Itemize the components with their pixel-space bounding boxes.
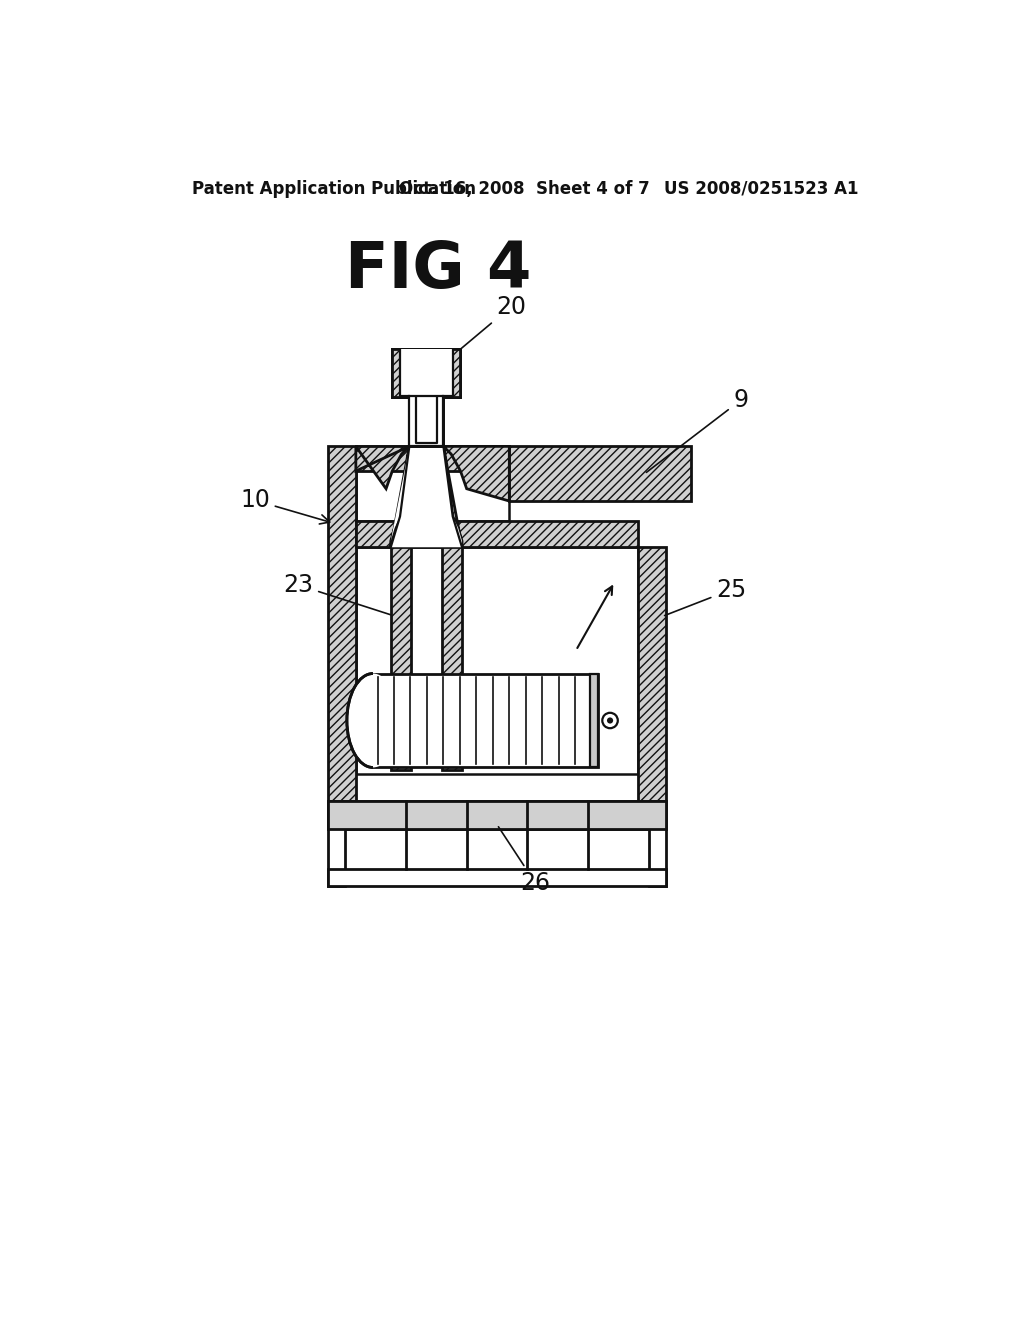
Bar: [410, 396, 443, 446]
Bar: [509, 446, 690, 502]
Polygon shape: [356, 446, 410, 548]
Polygon shape: [392, 396, 461, 397]
Polygon shape: [391, 446, 462, 548]
Text: FIG 4: FIG 4: [345, 239, 531, 301]
Ellipse shape: [347, 673, 399, 767]
Text: 25: 25: [665, 578, 746, 615]
Bar: [400, 350, 453, 397]
Circle shape: [602, 713, 617, 729]
Text: US 2008/0251523 A1: US 2008/0251523 A1: [664, 180, 858, 198]
Text: 9: 9: [646, 388, 749, 473]
Text: 23: 23: [284, 573, 391, 615]
Bar: [590, 673, 598, 767]
Bar: [328, 801, 666, 829]
Text: 20: 20: [444, 294, 526, 363]
Bar: [373, 673, 598, 767]
Bar: [328, 446, 356, 801]
Bar: [391, 548, 411, 770]
Bar: [638, 548, 666, 801]
Text: Patent Application Publication: Patent Application Publication: [191, 180, 475, 198]
Bar: [328, 801, 662, 829]
Text: 26: 26: [499, 826, 550, 895]
Polygon shape: [392, 396, 461, 397]
Text: Oct. 16, 2008  Sheet 4 of 7: Oct. 16, 2008 Sheet 4 of 7: [399, 180, 650, 198]
Bar: [356, 521, 638, 548]
Bar: [392, 350, 461, 397]
Bar: [356, 548, 638, 774]
Bar: [410, 397, 443, 446]
Bar: [392, 350, 461, 397]
Bar: [442, 548, 462, 770]
Bar: [356, 446, 509, 521]
Bar: [410, 396, 443, 446]
Bar: [328, 801, 345, 886]
Bar: [649, 801, 666, 886]
Bar: [328, 869, 666, 886]
Text: 10: 10: [240, 488, 330, 524]
Bar: [392, 350, 461, 397]
Polygon shape: [443, 446, 509, 548]
Circle shape: [607, 718, 613, 723]
Bar: [356, 446, 509, 471]
